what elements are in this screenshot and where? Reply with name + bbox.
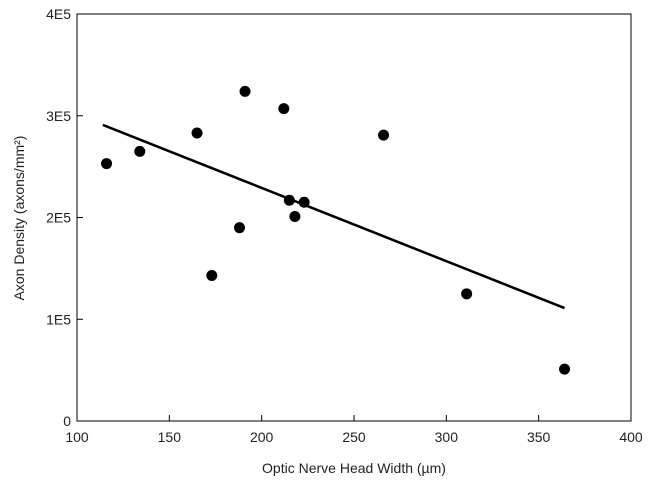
y-tick-label: 1E5 <box>46 311 71 327</box>
x-tick-label: 300 <box>435 429 459 445</box>
data-point <box>298 196 310 208</box>
y-tick-label: 0 <box>63 413 71 429</box>
x-tick-label: 100 <box>65 429 89 445</box>
y-axis-label: Axon Density (axons/mm²) <box>11 136 27 301</box>
plot-frame <box>76 13 632 422</box>
data-point <box>461 288 473 300</box>
y-tick-label: 4E5 <box>46 6 71 22</box>
data-point <box>134 145 146 157</box>
data-point <box>191 127 203 139</box>
trend-line <box>102 123 565 310</box>
y-tick-label: 3E5 <box>46 108 71 124</box>
data-point <box>289 210 301 222</box>
data-point <box>101 158 113 170</box>
y-tick-label: 2E5 <box>46 210 71 226</box>
x-axis-ticks: 100 150 200 250 300 350 400 <box>65 415 643 445</box>
data-point <box>278 103 290 115</box>
x-tick-label: 150 <box>158 429 182 445</box>
x-tick-label: 350 <box>527 429 551 445</box>
data-point <box>206 269 218 281</box>
data-point <box>378 129 390 141</box>
x-axis-label: Optic Nerve Head Width (µm) <box>262 460 446 476</box>
x-tick-label: 200 <box>250 429 274 445</box>
data-point <box>283 194 295 206</box>
data-point <box>559 363 571 375</box>
x-tick-label: 400 <box>619 429 643 445</box>
x-tick-label: 250 <box>342 429 366 445</box>
data-point <box>234 222 246 234</box>
data-point <box>239 85 251 97</box>
y-axis-ticks: 0 1E5 2E5 3E5 4E5 <box>46 6 83 429</box>
data-points <box>101 85 571 375</box>
